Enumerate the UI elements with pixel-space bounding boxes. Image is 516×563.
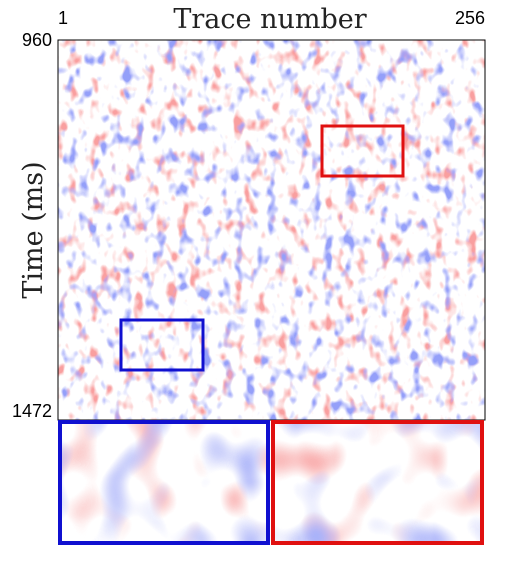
chart-title: Trace number bbox=[173, 4, 366, 35]
x-tick-label: 256 bbox=[455, 8, 485, 28]
highlight-box bbox=[119, 318, 205, 372]
y-tick-label: 1472 bbox=[12, 401, 52, 421]
zoom-inset bbox=[273, 422, 482, 543]
zoom-frame bbox=[58, 420, 270, 545]
zoom-inset bbox=[60, 422, 268, 543]
highlight-box bbox=[320, 124, 405, 178]
x-tick-label: 1 bbox=[58, 8, 68, 28]
zoom-frame bbox=[271, 420, 484, 545]
y-axis-label: Time (ms) bbox=[18, 161, 49, 298]
seismic-image bbox=[58, 40, 485, 420]
y-tick-label: 960 bbox=[22, 30, 52, 50]
